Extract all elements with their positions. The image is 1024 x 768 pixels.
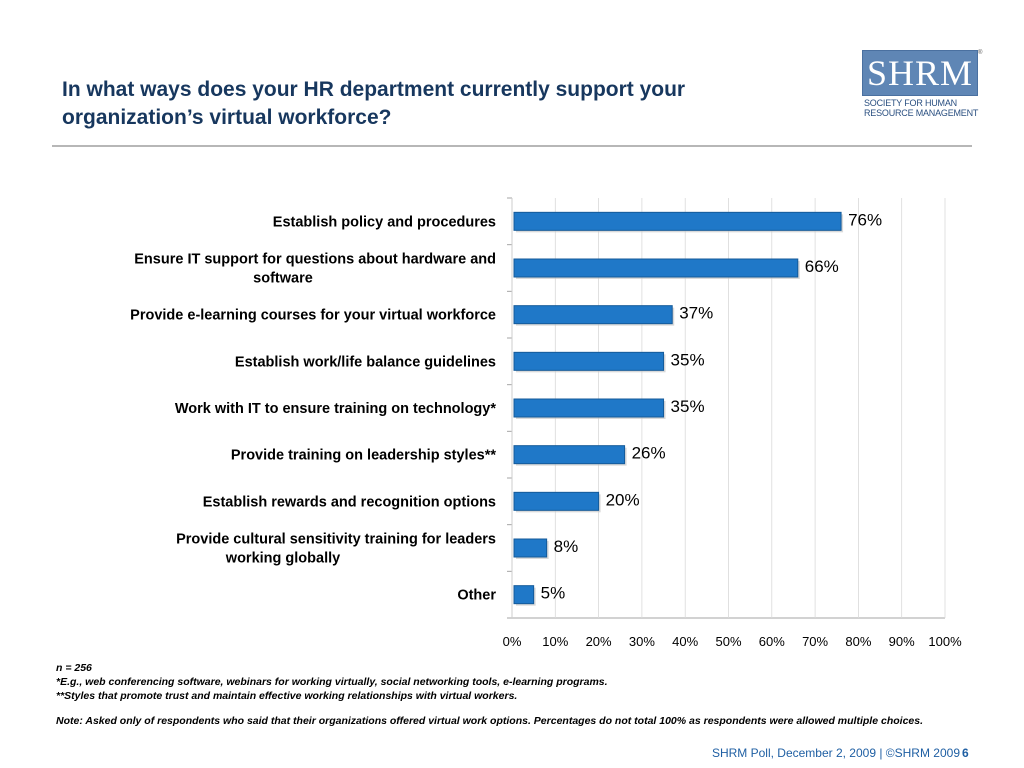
shrm-logo: SHRM ® SOCIETY FOR HUMAN RESOURCE MANAGE… [862, 50, 982, 122]
category-label-line: Establish work/life balance guidelines [235, 354, 496, 370]
x-tick-label: 50% [715, 634, 741, 649]
bar-value-label: 76% [848, 210, 882, 229]
category-label-line: Provide e-learning courses for your virt… [130, 308, 496, 324]
bar [513, 258, 799, 278]
category-label-line: Other [457, 588, 496, 604]
bar-value-label: 26% [632, 444, 666, 463]
sample-size: n = 256 [56, 662, 92, 674]
category-label-line: Establish policy and procedures [273, 214, 496, 230]
bar [513, 585, 535, 605]
category-label: Work with IT to ensure training on techn… [175, 401, 497, 417]
category-label-line: Establish rewards and recognition option… [203, 494, 496, 510]
x-tick-label: 70% [802, 634, 828, 649]
x-tick-label: 30% [629, 634, 655, 649]
bar [513, 538, 548, 558]
bar [513, 211, 842, 231]
category-label: Establish policy and procedures [273, 214, 496, 230]
category-label: Provide training on leadership styles** [231, 448, 496, 464]
category-label: Provide e-learning courses for your virt… [130, 308, 496, 324]
shrm-logo-box: SHRM [862, 50, 978, 96]
bar [513, 351, 665, 371]
x-tick-label: 0% [503, 634, 522, 649]
bar [513, 491, 600, 511]
shrm-logo-subtitle-line-2: RESOURCE MANAGEMENT [864, 108, 979, 118]
slide-title: In what ways does your HR department cur… [62, 76, 782, 132]
footer-source: SHRM Poll, December 2, 2009 | ©SHRM 2009 [711, 746, 960, 760]
category-label-line: Provide cultural sensitivity training fo… [176, 532, 496, 548]
footnote-1: *E.g., web conferencing software, webina… [56, 676, 608, 688]
x-tick-label: 100% [928, 634, 962, 649]
x-tick-label: 40% [672, 634, 698, 649]
bar-value-label: 20% [606, 490, 640, 509]
shrm-logo-subtitle-line-1: SOCIETY FOR HUMAN [864, 98, 957, 108]
bar-chart: 0% 10% 20% 30% 40% 50% 60% 70% 80% 90% 100% 76% Esta… [130, 197, 962, 649]
slide-title-line-2: organization’s virtual workforce? [62, 106, 392, 129]
slide-title-line-1: In what ways does your HR department cur… [62, 78, 686, 101]
category-label-line: Work with IT to ensure training on techn… [175, 401, 497, 417]
bar-value-label: 5% [541, 584, 566, 603]
bar-value-label: 66% [805, 257, 839, 276]
category-label-line: software [253, 271, 313, 287]
shrm-logo-subtitle: SOCIETY FOR HUMAN RESOURCE MANAGEMENT [864, 98, 980, 118]
shrm-logo-word: SHRM [866, 53, 974, 93]
title-divider [52, 145, 972, 147]
category-label-line: Provide training on leadership styles** [231, 448, 496, 464]
bar-value-label: 8% [554, 537, 579, 556]
category-label-line: Ensure IT support for questions about ha… [134, 252, 496, 268]
x-tick-label: 80% [845, 634, 871, 649]
footnote-2: **Styles that promote trust and maintain… [56, 690, 518, 702]
bar-value-label: 37% [679, 304, 713, 323]
category-label: Provide cultural sensitivity training fo… [176, 532, 496, 567]
category-label: Establish work/life balance guidelines [235, 354, 496, 370]
x-tick-label: 90% [889, 634, 915, 649]
page-number: 6 [962, 746, 969, 760]
category-label: Establish rewards and recognition option… [203, 494, 496, 510]
x-tick-label: 10% [542, 634, 568, 649]
category-label: Ensure IT support for questions about ha… [134, 252, 496, 287]
bar [513, 398, 665, 418]
x-tick-label: 20% [586, 634, 612, 649]
methodology-note: Note: Asked only of respondents who said… [56, 715, 923, 727]
shrm-logo-trademark: ® [978, 50, 983, 56]
bar [513, 445, 626, 465]
chart-notes: n = 256 *E.g., web conferencing software… [56, 661, 936, 728]
bar [513, 305, 673, 325]
category-label: Other [457, 588, 496, 604]
category-label-line: working globally [225, 551, 340, 567]
bar-value-label: 35% [671, 397, 705, 416]
bar-value-label: 35% [671, 350, 705, 369]
x-tick-label: 60% [759, 634, 785, 649]
